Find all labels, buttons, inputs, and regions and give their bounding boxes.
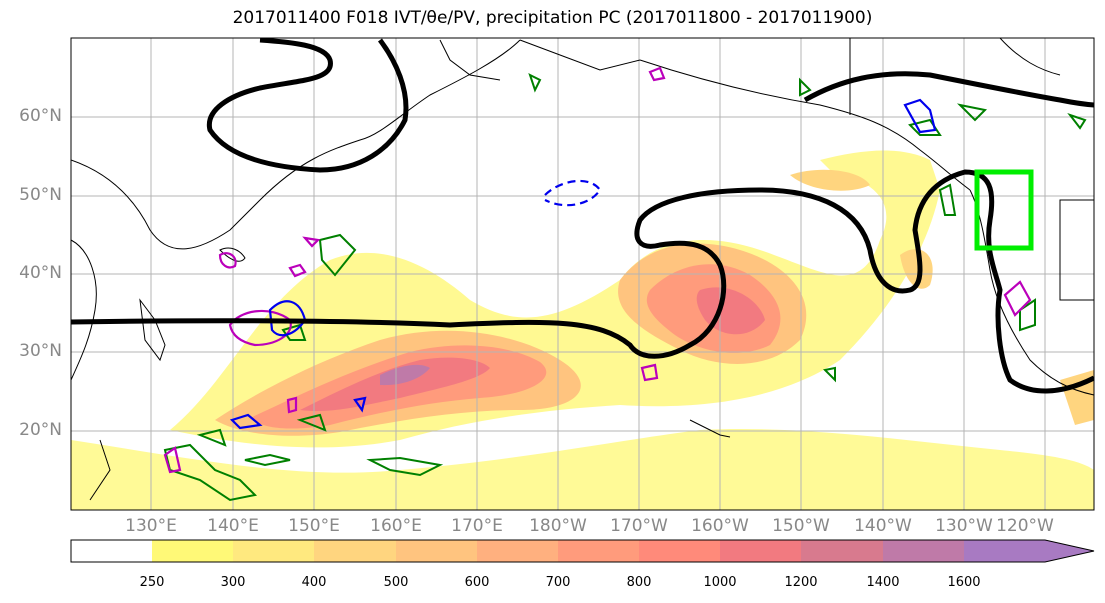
lat-label-40: 40°N xyxy=(19,263,62,283)
lat-label-50: 50°N xyxy=(19,185,62,205)
lon-label-170e: 170°E xyxy=(451,516,503,536)
lon-label-160e: 160°E xyxy=(370,516,422,536)
colorbar-tick-1000: 1000 xyxy=(703,575,737,590)
lat-label-60: 60°N xyxy=(19,106,62,126)
colorbar-tick-300: 300 xyxy=(220,575,246,590)
coastlines xyxy=(71,38,1094,501)
lat-label-20: 20°N xyxy=(19,420,62,440)
colorbar-tick-1600: 1600 xyxy=(947,575,981,590)
lon-label-140e: 140°E xyxy=(207,516,259,536)
colorbar-tick-600: 600 xyxy=(464,575,490,590)
colorbar-tick-250: 250 xyxy=(139,575,165,590)
map-title: 2017011400 F018 IVT/θe/PV, precipitation… xyxy=(232,8,873,28)
ivt-contours xyxy=(71,38,1094,394)
theta-e-contours xyxy=(163,73,1087,502)
graticule xyxy=(71,38,1094,510)
lon-label-130e: 130°E xyxy=(125,516,177,536)
pv-magenta-contours xyxy=(163,66,1032,474)
colorbar-tick-500: 500 xyxy=(383,575,409,590)
colorbar-tick-1400: 1400 xyxy=(866,575,900,590)
lon-label-150w: 150°W xyxy=(772,516,830,536)
lon-label-140w: 140°W xyxy=(854,516,912,536)
colorbar-tick-400: 400 xyxy=(301,575,327,590)
lon-label-120w: 120°W xyxy=(996,516,1054,536)
lon-label-170w: 170°W xyxy=(610,516,668,536)
colorbar xyxy=(70,539,1095,563)
lon-label-180w: 180°W xyxy=(529,516,587,536)
lon-label-160w: 160°W xyxy=(691,516,749,536)
highlight-box xyxy=(974,169,1034,251)
lon-label-130w: 130°W xyxy=(935,516,993,536)
colorbar-tick-1200: 1200 xyxy=(784,575,818,590)
colorbar-tick-700: 700 xyxy=(545,575,571,590)
lon-label-150e: 150°E xyxy=(288,516,340,536)
colorbar-tick-800: 800 xyxy=(626,575,652,590)
lat-label-30: 30°N xyxy=(19,341,62,361)
